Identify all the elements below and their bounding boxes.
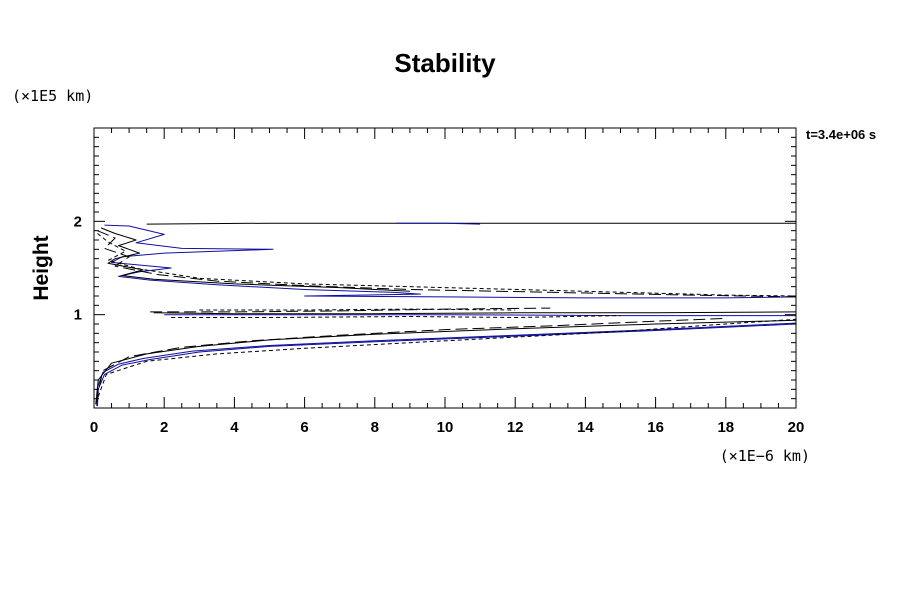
time-annotation: t=3.4e+06 s (806, 127, 876, 142)
series-line-12 (100, 227, 410, 292)
series-line-4 (95, 317, 726, 404)
series-line-3 (95, 319, 797, 405)
series-line-13 (97, 230, 797, 298)
chart-title: Stability (394, 48, 496, 78)
x-tick-label: 18 (717, 419, 734, 436)
series-line-11 (104, 224, 797, 299)
series-line-16 (395, 222, 481, 225)
series-line-5 (95, 318, 797, 404)
series-line-10 (199, 308, 516, 311)
x-tick-label: 14 (577, 419, 594, 436)
series-line-7 (153, 311, 797, 315)
series-line-2 (96, 322, 797, 407)
x-tick-label: 6 (300, 419, 308, 436)
series-line-9 (171, 315, 621, 318)
y-tick-label: 1 (74, 307, 82, 324)
x-tick-label: 10 (437, 419, 454, 436)
plot-frame (93, 127, 797, 409)
x-tick-label: 0 (90, 419, 98, 436)
series-line-6 (164, 314, 796, 317)
y-tick-label: 2 (74, 213, 82, 230)
x-tick-label: 4 (230, 419, 239, 436)
series-line-1 (97, 323, 797, 407)
y-scale-label: (×1E5 km) (12, 87, 93, 105)
x-scale-label: (×1E−6 km) (720, 447, 810, 465)
series-line-14 (97, 233, 797, 297)
x-tick-label: 2 (160, 419, 168, 436)
series-line-8 (150, 307, 551, 313)
y-axis-label: Height (30, 235, 53, 300)
x-tick-label: 12 (507, 419, 524, 436)
x-tick-label: 8 (371, 419, 379, 436)
x-tick-label: 20 (788, 419, 805, 436)
x-tick-label: 16 (647, 419, 664, 436)
series-layer (95, 222, 797, 407)
